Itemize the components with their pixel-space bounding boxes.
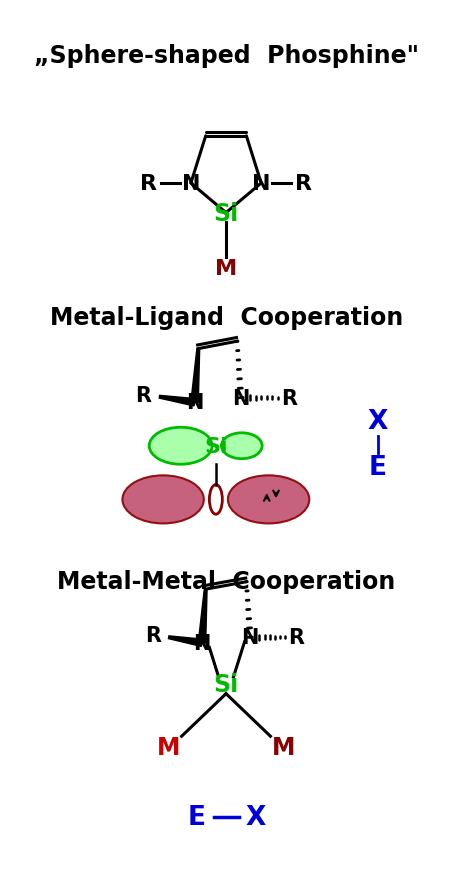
Ellipse shape [228,476,309,524]
Text: N: N [182,174,200,194]
Text: Si: Si [213,201,239,225]
Ellipse shape [149,428,212,465]
Polygon shape [159,396,195,407]
Text: R: R [140,174,157,194]
Ellipse shape [209,485,222,515]
Polygon shape [169,636,202,647]
Text: M: M [157,735,180,759]
Text: Si: Si [204,436,228,456]
Text: N: N [193,633,211,653]
Text: R: R [281,388,297,408]
Text: Metal-Metal  Cooperation: Metal-Metal Cooperation [58,569,395,593]
Text: M: M [215,259,237,279]
Text: E: E [188,804,206,830]
Ellipse shape [222,433,262,459]
Text: N: N [232,388,250,408]
Polygon shape [198,589,207,643]
Text: N: N [241,627,259,648]
Text: X: X [367,408,388,434]
Text: R: R [295,174,312,194]
Text: R: R [145,626,161,646]
Polygon shape [191,349,200,403]
Ellipse shape [122,476,204,524]
Text: N: N [252,174,270,194]
Text: Metal-Ligand  Cooperation: Metal-Ligand Cooperation [50,306,403,330]
Text: M: M [272,735,295,759]
Text: E: E [369,455,387,480]
Text: R: R [289,627,304,648]
Text: Si: Si [213,672,239,696]
Text: N: N [186,392,203,413]
Text: X: X [246,804,266,830]
Text: „Sphere-shaped  Phosphine": „Sphere-shaped Phosphine" [34,44,419,68]
Text: R: R [135,385,151,406]
